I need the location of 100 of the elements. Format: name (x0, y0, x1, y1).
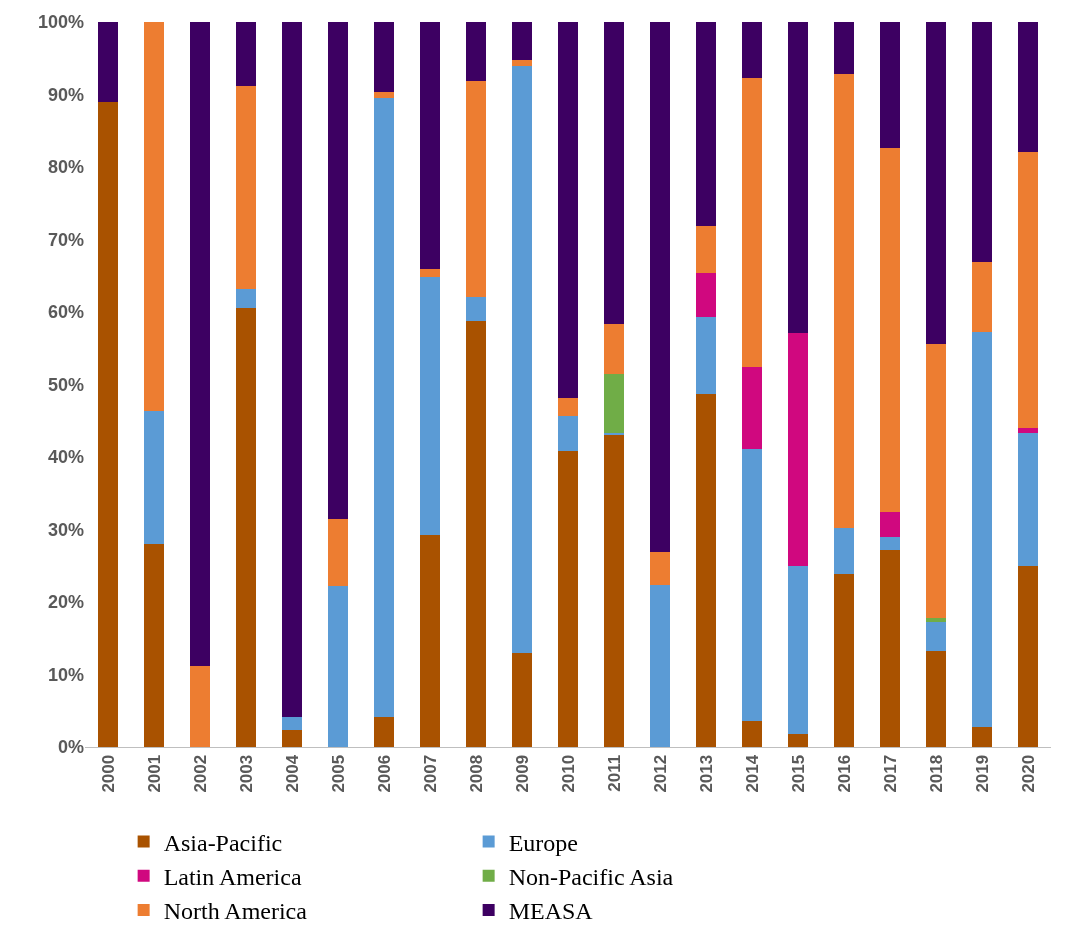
bar (649, 22, 671, 552)
bar (373, 716, 395, 747)
bar (603, 22, 625, 324)
x-tick-label: 2008 (466, 754, 486, 793)
y-tick-label: 80% (47, 157, 84, 178)
bar (649, 585, 671, 747)
bar (1017, 22, 1039, 152)
bar (557, 416, 579, 452)
bar (879, 537, 901, 550)
x-tick-label: 2003 (236, 754, 256, 793)
bar (695, 393, 717, 747)
bar (925, 343, 947, 618)
bar (235, 22, 257, 86)
x-tick-label: 2001 (144, 754, 164, 793)
bar (695, 226, 717, 273)
bar (235, 85, 257, 289)
x-tick-label: 2010 (558, 754, 578, 793)
legend-label: Non-Pacific Asia (508, 864, 674, 891)
bar (649, 551, 671, 586)
x-tick-label: 2000 (98, 754, 118, 793)
bar (787, 566, 809, 734)
x-tick-label: 2011 (604, 754, 624, 792)
bar (971, 726, 993, 747)
bar (925, 650, 947, 747)
bar (557, 397, 579, 417)
x-tick-label: 2020 (1018, 754, 1038, 793)
bar (189, 22, 211, 666)
bar (695, 22, 717, 227)
legend-label: Asia-Pacific (163, 829, 283, 856)
x-tick-label: 2007 (420, 754, 440, 793)
bar (1017, 433, 1039, 566)
y-tick-label: 40% (47, 447, 84, 468)
x-tick-label: 2009 (512, 754, 532, 793)
x-tick-label: 2016 (834, 754, 854, 793)
bar (511, 59, 533, 66)
bar (511, 65, 533, 653)
y-tick-label: 20% (47, 592, 84, 613)
bar (189, 665, 211, 747)
bar (97, 101, 119, 747)
bar (695, 317, 717, 394)
y-tick-label: 50% (47, 374, 84, 395)
bar (879, 22, 901, 149)
bar (787, 22, 809, 334)
bar (465, 320, 487, 747)
legend-label: Europe (508, 829, 578, 856)
x-tick-label: 2019 (972, 754, 992, 793)
y-tick-label: 70% (47, 229, 84, 250)
bar (741, 449, 763, 721)
bar (373, 98, 395, 717)
bar (281, 730, 303, 747)
bar (327, 22, 349, 520)
x-tick-label: 2006 (374, 754, 394, 793)
bar (281, 22, 303, 718)
bar (833, 22, 855, 75)
y-tick-label: 90% (47, 84, 84, 105)
bar (741, 367, 763, 450)
x-tick-label: 2005 (328, 754, 348, 793)
bar (879, 512, 901, 538)
bar (465, 296, 487, 321)
bar (833, 528, 855, 574)
bar (235, 288, 257, 309)
bar (603, 374, 625, 434)
bar (971, 331, 993, 727)
x-tick-label: 2014 (742, 754, 762, 793)
bar (925, 22, 947, 344)
y-tick-label: 60% (47, 302, 84, 323)
bar (419, 277, 441, 535)
bar (465, 81, 487, 297)
bar (97, 22, 119, 102)
bar (327, 586, 349, 747)
bar (373, 22, 395, 92)
y-tick-label: 30% (47, 519, 84, 540)
bar (465, 22, 487, 82)
bar (833, 573, 855, 747)
x-tick-label: 2004 (282, 754, 302, 793)
legend-label: North America (163, 898, 308, 925)
bar (419, 534, 441, 747)
x-tick-label: 2002 (190, 754, 210, 793)
y-tick-label: 100% (37, 12, 84, 33)
bar (695, 272, 717, 318)
y-tick-label: 10% (47, 664, 84, 685)
bar (741, 77, 763, 368)
bar (741, 22, 763, 78)
bar (971, 22, 993, 262)
bar (1017, 428, 1039, 434)
bar (557, 451, 579, 747)
bar (925, 622, 947, 651)
bar (1017, 565, 1039, 747)
x-tick-label: 2012 (650, 754, 670, 793)
legend-label: Latin America (163, 864, 302, 891)
bar (787, 733, 809, 747)
bar (419, 22, 441, 269)
x-tick-label: 2018 (926, 754, 946, 793)
bar (833, 74, 855, 529)
bar (143, 544, 165, 747)
bar (603, 435, 625, 747)
y-tick-label: 0% (57, 737, 84, 758)
bar (741, 720, 763, 747)
bar (143, 411, 165, 544)
bar (557, 22, 579, 398)
